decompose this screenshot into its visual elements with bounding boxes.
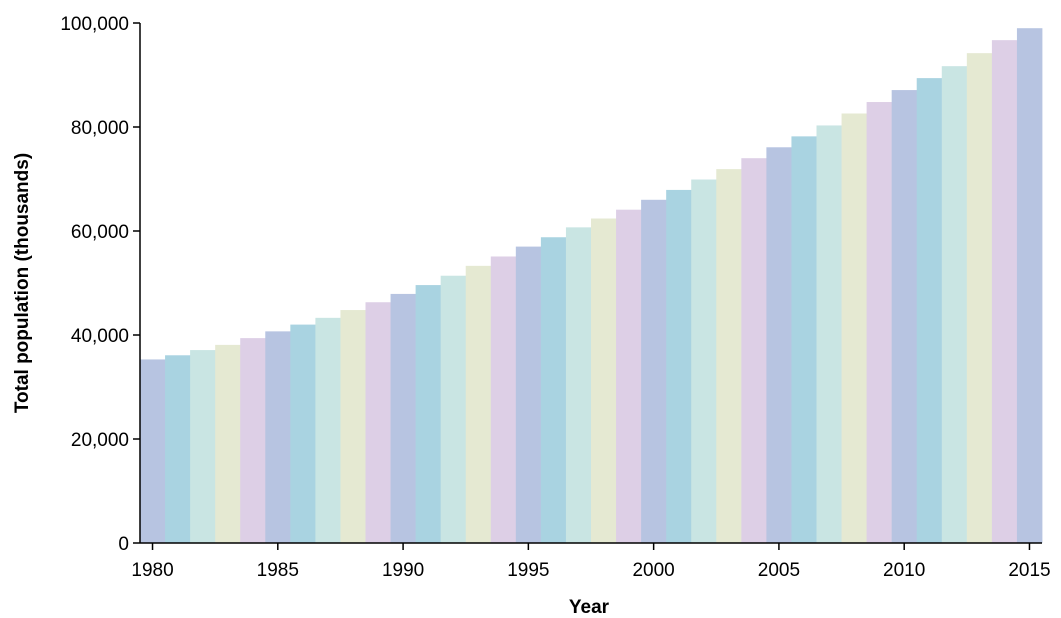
- x-tick-label: 2000: [632, 560, 674, 581]
- y-axis-ticks: 0 20,000 40,000 60,000 80,000 100,000: [60, 14, 140, 555]
- y-tick-label: 20,000: [71, 430, 129, 451]
- bar-2005: [766, 147, 792, 543]
- y-axis-title: Total population (thousands): [12, 153, 33, 413]
- bar-1987: [315, 317, 341, 543]
- x-tick-label: 1995: [507, 560, 549, 581]
- bar-1982: [190, 350, 216, 543]
- bar-1998: [591, 218, 617, 543]
- bar-1993: [465, 265, 492, 543]
- x-tick-label: 2005: [758, 560, 800, 581]
- bar-2009: [866, 102, 893, 543]
- bar-1980: [140, 359, 166, 543]
- bar-1990: [390, 293, 417, 543]
- bar-2008: [841, 113, 868, 543]
- bar-2007: [816, 125, 842, 543]
- x-tick-label: 2015: [1008, 560, 1050, 581]
- y-tick-label: 80,000: [71, 118, 129, 139]
- bar-1996: [540, 237, 567, 544]
- x-tick-label: 1990: [382, 560, 424, 581]
- y-tick-label: 40,000: [71, 326, 129, 347]
- bar-1983: [215, 344, 241, 543]
- x-tick-label: 1980: [131, 560, 173, 581]
- bar-2015: [1016, 28, 1043, 543]
- bar-2013: [966, 53, 993, 543]
- bar-1997: [565, 227, 592, 544]
- bar-2011: [916, 78, 943, 544]
- x-axis-ticks: 1980 1985 1990 1995 2000 2005 2010 2015: [131, 543, 1051, 581]
- bar-1984: [240, 338, 266, 543]
- bar-1989: [365, 302, 391, 543]
- bar-2006: [791, 136, 817, 544]
- bar-1995: [515, 246, 542, 543]
- y-tick-label: 100,000: [60, 14, 129, 35]
- bar-1999: [616, 209, 642, 543]
- bar-1981: [165, 355, 191, 543]
- bar-2012: [941, 66, 968, 543]
- bar-1986: [290, 324, 316, 543]
- y-tick-label: 0: [118, 534, 129, 555]
- x-axis-title: Year: [569, 597, 610, 618]
- bar-2000: [641, 199, 667, 544]
- bar-1994: [490, 256, 517, 543]
- x-tick-label: 2010: [883, 560, 925, 581]
- y-tick-label: 60,000: [71, 222, 129, 243]
- bar-2001: [666, 189, 692, 544]
- bars-group: [140, 28, 1043, 544]
- x-tick-label: 1985: [257, 560, 299, 581]
- bar-2004: [741, 158, 767, 543]
- bar-1992: [440, 275, 467, 543]
- bar-1991: [415, 285, 442, 543]
- bar-1985: [265, 331, 291, 543]
- bar-2010: [891, 90, 918, 543]
- bar-2002: [691, 179, 717, 543]
- bar-2014: [991, 40, 1018, 543]
- bar-1988: [340, 310, 366, 543]
- bar-2003: [716, 169, 742, 543]
